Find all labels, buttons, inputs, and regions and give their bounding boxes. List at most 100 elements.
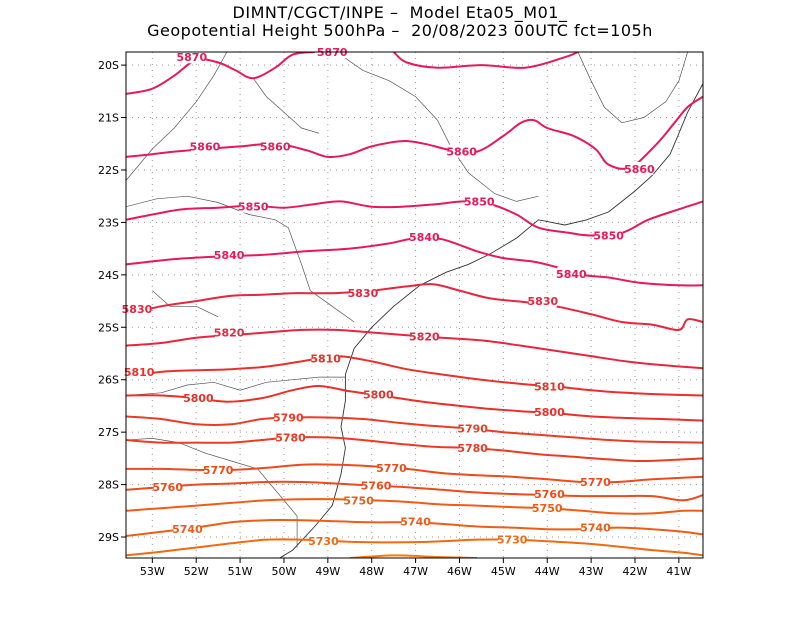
contour-label: 5810 <box>124 366 155 379</box>
contour-label: 5740 <box>400 515 431 528</box>
contour-label: 5760 <box>534 488 565 501</box>
contour-label: 5840 <box>409 231 440 244</box>
contour-5750 <box>126 498 703 515</box>
contour-label-bg <box>215 325 244 339</box>
contour-label: 5760 <box>361 480 392 493</box>
x-tick-label: 52W <box>184 565 209 578</box>
contour-label: 5860 <box>190 140 221 153</box>
contour-label-bg <box>535 487 564 501</box>
contour-label: 5740 <box>172 523 203 536</box>
contour-label: 5860 <box>446 146 477 159</box>
contour-label-bg <box>401 514 430 528</box>
x-tick-label: 49W <box>315 565 340 578</box>
contour-label-bg <box>177 50 206 64</box>
contour-label-bg <box>625 161 654 175</box>
contour-label: 5800 <box>363 388 394 401</box>
contour-label: 5770 <box>203 464 234 477</box>
contour-label-bg <box>535 405 564 419</box>
contour-5730 <box>126 538 703 557</box>
contour-label-bg <box>458 421 487 435</box>
contour-label-bg <box>498 532 527 546</box>
contour-label-bg <box>465 194 494 208</box>
contour-lines <box>126 52 703 558</box>
plot-frame <box>125 51 704 559</box>
contour-label-bg <box>276 430 305 444</box>
contour-label: 5830 <box>122 303 153 316</box>
contour-5870b <box>393 52 579 69</box>
contour-label-bg <box>447 144 476 158</box>
contour-label: 5800 <box>183 392 214 405</box>
contour-label: 5770 <box>580 476 611 489</box>
contour-label-bg <box>309 534 338 548</box>
contour-label-bg <box>344 493 373 507</box>
state-border <box>126 195 355 323</box>
contour-label: 5840 <box>214 249 245 262</box>
contour-label-bg <box>348 286 377 300</box>
y-tick-label: 22S <box>98 164 119 177</box>
contour-label-bg <box>557 266 586 280</box>
y-tick-label: 21S <box>98 112 119 125</box>
contour-label-bg <box>274 410 303 424</box>
contour-label: 5810 <box>310 353 341 366</box>
contour-label-bg <box>535 379 564 393</box>
contour-label: 5850 <box>593 230 624 243</box>
contour-label: 5870 <box>177 51 208 64</box>
state-border <box>126 438 298 548</box>
contour-label: 5850 <box>464 195 495 208</box>
contour-label-bg <box>410 230 439 244</box>
axis-ticks: 53W 52W 51W 50W 49W 48W 47W 46W 45W 44W 43W 42W 41W 2… <box>98 59 691 578</box>
contour-label: 5780 <box>457 442 488 455</box>
x-tick-label: 45W <box>491 565 516 578</box>
chart-title: DIMNT/CGCT/INPE – Model Eta05_M01_ Geopo… <box>0 4 800 40</box>
contour-label-bg <box>184 391 213 405</box>
contour-label: 5730 <box>308 535 339 548</box>
contour-label: 5820 <box>214 327 245 340</box>
y-tick-label: 25S <box>98 321 119 334</box>
state-border <box>152 290 219 318</box>
contour-label: 5770 <box>376 462 407 475</box>
contour-label-bg <box>581 520 610 534</box>
contour-label: 5830 <box>348 287 379 300</box>
contour-label-bg <box>173 522 202 536</box>
x-tick-label: 46W <box>447 565 472 578</box>
x-tick-label: 43W <box>579 565 604 578</box>
x-tick-label: 53W <box>140 565 165 578</box>
title-line-2: Geopotential Height 500hPa – 20/08/2023 … <box>147 21 653 40</box>
y-tick-label: 20S <box>98 59 119 72</box>
contour-label: 5750 <box>343 494 374 507</box>
contour-label-bg <box>122 301 151 315</box>
contour-label: 5820 <box>409 331 440 344</box>
contour-label: 5730 <box>497 534 528 547</box>
y-tick-label: 26S <box>98 374 119 387</box>
contour-label-bg <box>594 228 623 242</box>
contour-label: 5790 <box>457 422 488 435</box>
contour-label-bg <box>190 139 219 153</box>
contour-label: 5810 <box>534 381 565 394</box>
contour-label: 5830 <box>528 295 559 308</box>
x-tick-label: 41W <box>666 565 691 578</box>
contour-label: 5740 <box>580 522 611 535</box>
contour-label-bg <box>377 460 406 474</box>
x-tick-label: 48W <box>359 565 384 578</box>
y-tick-label: 28S <box>98 479 119 492</box>
contour-5780 <box>126 436 703 463</box>
y-tick-label: 23S <box>98 216 119 229</box>
state-border <box>336 52 539 202</box>
contour-label-bg <box>153 480 182 494</box>
contour-label-bg <box>215 247 244 261</box>
contour-5800 <box>126 384 703 422</box>
contour-5840 <box>126 236 703 287</box>
state-border <box>577 52 688 124</box>
contour-label: 5840 <box>556 268 587 281</box>
contour-label-bg <box>410 329 439 343</box>
contour-label: 5750 <box>532 502 563 515</box>
contour-label: 5790 <box>273 411 304 424</box>
contour-label-bg <box>261 139 290 153</box>
contour-label-bg <box>458 440 487 454</box>
contour-label-bg <box>528 294 557 308</box>
contour-label: 5850 <box>238 201 269 214</box>
y-tick-label: 27S <box>98 426 119 439</box>
grid-lines <box>126 52 703 558</box>
